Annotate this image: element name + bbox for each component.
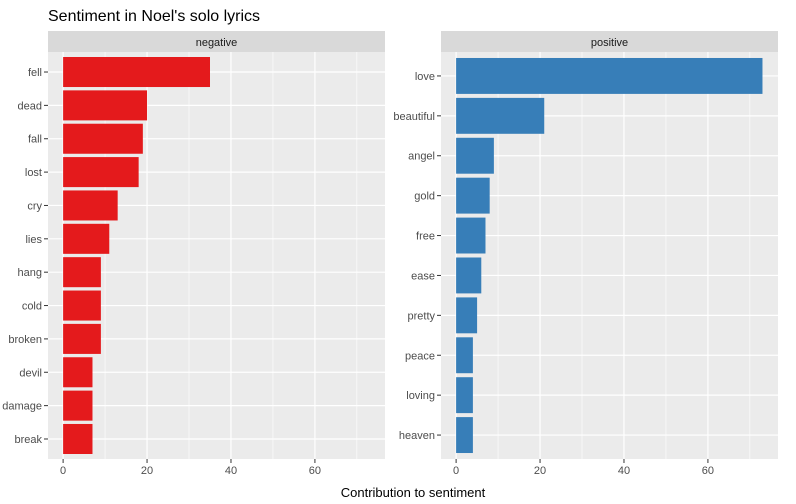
x-tick-label: 60: [702, 465, 714, 477]
y-tick-label-lies: lies: [25, 234, 42, 246]
x-tick-label: 40: [225, 465, 237, 477]
bar-negative-broken: [63, 323, 101, 354]
bar-positive-gold: [456, 177, 490, 214]
y-tick-label-dead: dead: [18, 100, 42, 112]
x-axis-title: Contribution to sentiment: [341, 485, 486, 500]
bar-negative-break: [63, 423, 93, 454]
x-tick-label: 20: [534, 465, 546, 477]
bar-positive-ease: [456, 257, 482, 294]
bar-positive-love: [456, 57, 763, 94]
strip-label-negative: negative: [196, 37, 238, 49]
panel-negative: negative fell dead fall lost cry lies hang cold b…: [2, 31, 385, 477]
y-tick-label-lost: lost: [25, 167, 42, 179]
y-tick-label-loving: loving: [406, 390, 435, 402]
y-tick-label-heaven: heaven: [399, 430, 435, 442]
y-tick-label-pretty: pretty: [407, 310, 435, 322]
bar-positive-angel: [456, 137, 494, 174]
bar-negative-lost: [63, 157, 139, 188]
y-tick-label-love: love: [415, 71, 435, 83]
chart-title: Sentiment in Noel's solo lyrics: [48, 8, 260, 25]
bar-positive-beautiful: [456, 97, 545, 134]
bar-negative-devil: [63, 357, 93, 388]
bar-positive-heaven: [456, 417, 473, 454]
facet-panels: negative fell dead fall lost cry lies hang cold b…: [2, 31, 778, 477]
bar-negative-dead: [63, 90, 148, 121]
y-tick-label-angel: angel: [408, 151, 435, 163]
bar-negative-cry: [63, 190, 118, 221]
y-tick-label-free: free: [416, 231, 435, 243]
bar-positive-peace: [456, 337, 473, 374]
y-tick-label-peace: peace: [405, 350, 435, 362]
bar-positive-free: [456, 217, 486, 254]
y-tick-label-broken: broken: [8, 334, 42, 346]
x-tick-label: 40: [618, 465, 630, 477]
panel-positive: positive love beautiful angel gold free ease pr…: [393, 31, 778, 477]
strip-label-positive: positive: [591, 37, 628, 49]
bar-negative-damage: [63, 390, 93, 421]
bar-negative-lies: [63, 223, 110, 254]
x-tick-label: 0: [453, 465, 459, 477]
y-tick-label-damage: damage: [2, 401, 42, 413]
bar-positive-loving: [456, 377, 473, 414]
y-tick-label-ease: ease: [411, 270, 435, 282]
y-tick-label-hang: hang: [18, 267, 42, 279]
bar-negative-cold: [63, 290, 101, 321]
y-tick-label-devil: devil: [19, 367, 42, 379]
x-tick-label: 0: [60, 465, 66, 477]
bar-negative-hang: [63, 257, 101, 288]
strip-positive: [441, 31, 778, 52]
bar-negative-fall: [63, 123, 143, 154]
strip-negative: [48, 31, 385, 52]
y-tick-label-break: break: [14, 434, 42, 446]
y-tick-label-cry: cry: [27, 200, 42, 212]
x-tick-label: 20: [141, 465, 153, 477]
y-tick-label-beautiful: beautiful: [393, 111, 435, 123]
bar-negative-fell: [63, 57, 210, 88]
bar-positive-pretty: [456, 297, 478, 334]
y-tick-label-fall: fall: [28, 134, 42, 146]
y-tick-label-cold: cold: [22, 301, 42, 313]
y-tick-label-gold: gold: [414, 191, 435, 203]
y-tick-label-fell: fell: [28, 67, 42, 79]
x-tick-label: 60: [309, 465, 321, 477]
